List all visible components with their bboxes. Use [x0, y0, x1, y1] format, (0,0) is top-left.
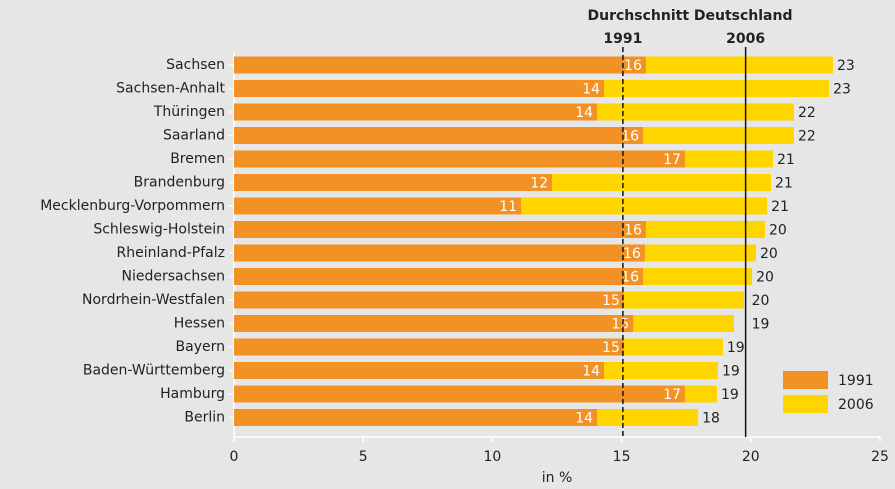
data-label: 20 [760, 246, 778, 262]
x-tick-label: 20 [742, 449, 760, 465]
data-label: 23 [833, 82, 851, 98]
y-tick-label: Saarland [163, 128, 225, 144]
x-tick-label: 0 [230, 449, 239, 465]
data-label: 14 [582, 364, 600, 380]
bar [234, 291, 624, 309]
data-label: 14 [575, 411, 593, 427]
y-tick-label: Bremen [170, 151, 225, 167]
y-tick-label: Niedersachsen [122, 269, 225, 285]
data-label: 11 [499, 199, 517, 215]
y-tick-label: Bayern [176, 339, 225, 355]
bar [234, 221, 646, 238]
bar [234, 150, 685, 168]
bar [234, 385, 685, 403]
legend-swatch [783, 371, 828, 389]
data-label: 12 [530, 176, 548, 192]
reference-label: 1991 [603, 31, 642, 47]
data-label: 17 [663, 387, 681, 403]
bar [234, 80, 605, 97]
y-tick-label: Mecklenburg-Vorpommern [40, 198, 225, 214]
x-tick-label: 10 [483, 449, 501, 465]
y-tick-label: Berlin [184, 410, 225, 426]
x-tick-label: 5 [359, 449, 368, 465]
data-label: 18 [702, 411, 720, 427]
data-label: 15 [611, 317, 629, 333]
legend-label: 1991 [838, 373, 874, 389]
data-label: 15 [602, 340, 620, 356]
y-tick-label: Schleswig-Holstein [93, 222, 225, 238]
bar [234, 197, 522, 215]
data-label: 19 [722, 364, 740, 380]
data-label: 19 [752, 317, 770, 333]
bar [234, 174, 553, 191]
data-label: 22 [798, 105, 816, 121]
x-axis-label: in % [542, 470, 573, 486]
y-tick-label: Sachsen [166, 57, 225, 73]
data-label: 17 [663, 152, 681, 168]
y-tick-label: Hessen [174, 316, 225, 332]
bar [234, 268, 644, 285]
y-tick-label: Baden-Württemberg [83, 363, 225, 379]
y-tick-label: Nordrhein-Westfalen [82, 292, 225, 308]
data-label: 22 [798, 129, 816, 145]
y-tick-label: Sachsen-Anhalt [116, 81, 225, 97]
data-label: 19 [727, 340, 745, 356]
data-label: 21 [777, 152, 795, 168]
x-tick-label: 15 [613, 449, 631, 465]
y-tick-label: Brandenburg [134, 175, 225, 191]
reference-label: 2006 [726, 31, 765, 47]
data-label: 19 [721, 387, 739, 403]
y-tick-label: Thüringen [153, 104, 225, 120]
bar [234, 127, 644, 144]
x-tick-label: 25 [871, 449, 889, 465]
data-label: 21 [775, 176, 793, 192]
legend-label: 2006 [838, 397, 874, 413]
data-label: 14 [582, 82, 600, 98]
bar [234, 338, 624, 356]
data-label: 21 [771, 199, 789, 215]
data-label: 14 [575, 105, 593, 121]
data-label: 16 [623, 246, 641, 262]
data-label: 16 [624, 223, 642, 239]
data-label: 20 [752, 293, 770, 309]
bar [234, 362, 605, 379]
bar [234, 409, 598, 426]
bar [234, 56, 646, 74]
bar [234, 244, 645, 262]
legend-swatch [783, 395, 828, 413]
bar [234, 103, 598, 121]
data-label: 15 [602, 293, 620, 309]
data-label: 23 [837, 58, 855, 74]
data-label: 16 [621, 129, 639, 145]
bar [234, 315, 634, 332]
data-label: 20 [769, 223, 787, 239]
reference-title: Durchschnitt Deutschland [588, 8, 793, 24]
data-label: 16 [624, 58, 642, 74]
y-tick-label: Hamburg [160, 386, 225, 402]
data-label: 16 [621, 270, 639, 286]
y-tick-label: Rheinland-Pfalz [117, 245, 225, 261]
data-label: 20 [756, 270, 774, 286]
